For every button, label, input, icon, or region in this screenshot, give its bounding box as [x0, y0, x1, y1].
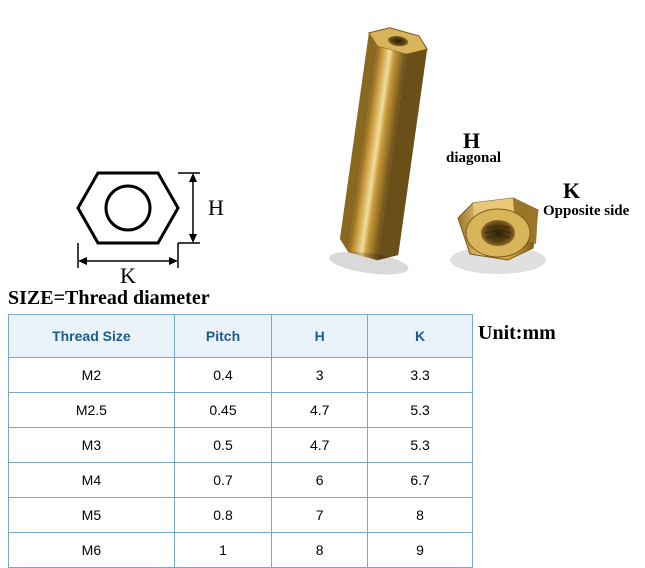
table-row: M4 0.7 6 6.7	[9, 463, 473, 498]
cell: 8	[272, 533, 368, 568]
cell: 4.7	[272, 428, 368, 463]
cell: 6.7	[368, 463, 473, 498]
table-body: M2 0.4 3 3.3 M2.5 0.45 4.7 5.3 M3 0.5 4.…	[9, 358, 473, 568]
hex-dimension-diagram: H K	[28, 133, 258, 303]
dimensions-table: Thread Size Pitch H K M2 0.4 3 3.3 M2.5 …	[8, 314, 473, 568]
top-section: H K	[8, 8, 637, 283]
col-header-h: H	[272, 315, 368, 358]
cell: 0.4	[174, 358, 271, 393]
cell: 7	[272, 498, 368, 533]
table-header-row: Thread Size Pitch H K	[9, 315, 473, 358]
hexagon-svg: H K	[28, 133, 258, 298]
cell: M2.5	[9, 393, 175, 428]
cell: 5.3	[368, 393, 473, 428]
cell: 4.7	[272, 393, 368, 428]
table-row: M6 1 8 9	[9, 533, 473, 568]
col-header-thread-size: Thread Size	[9, 315, 175, 358]
photo-k-sublabel: Opposite side	[543, 203, 629, 220]
cell: 0.8	[174, 498, 271, 533]
cell: 1	[174, 533, 271, 568]
photo-k-label: K	[563, 178, 580, 204]
table-row: M5 0.8 7 8	[9, 498, 473, 533]
unit-label: Unit:mm	[478, 322, 556, 345]
brass-standoff-illustration: H diagonal K Opposite side	[288, 18, 638, 298]
table-row: M2 0.4 3 3.3	[9, 358, 473, 393]
table-wrapper: Thread Size Pitch H K M2 0.4 3 3.3 M2.5 …	[8, 314, 637, 568]
k-dim-label: K	[120, 263, 136, 288]
photo-h-sublabel: diagonal	[446, 150, 501, 167]
cell: 9	[368, 533, 473, 568]
cell: 0.5	[174, 428, 271, 463]
h-dim-label: H	[208, 195, 224, 220]
cell: 0.7	[174, 463, 271, 498]
cell: 3.3	[368, 358, 473, 393]
cell: 5.3	[368, 428, 473, 463]
col-header-pitch: Pitch	[174, 315, 271, 358]
cell: M5	[9, 498, 175, 533]
table-row: M3 0.5 4.7 5.3	[9, 428, 473, 463]
cell: 6	[272, 463, 368, 498]
cell: M4	[9, 463, 175, 498]
cell: 8	[368, 498, 473, 533]
cell: M2	[9, 358, 175, 393]
cell: M3	[9, 428, 175, 463]
cell: 0.45	[174, 393, 271, 428]
cell: 3	[272, 358, 368, 393]
col-header-k: K	[368, 315, 473, 358]
cell: M6	[9, 533, 175, 568]
table-row: M2.5 0.45 4.7 5.3	[9, 393, 473, 428]
